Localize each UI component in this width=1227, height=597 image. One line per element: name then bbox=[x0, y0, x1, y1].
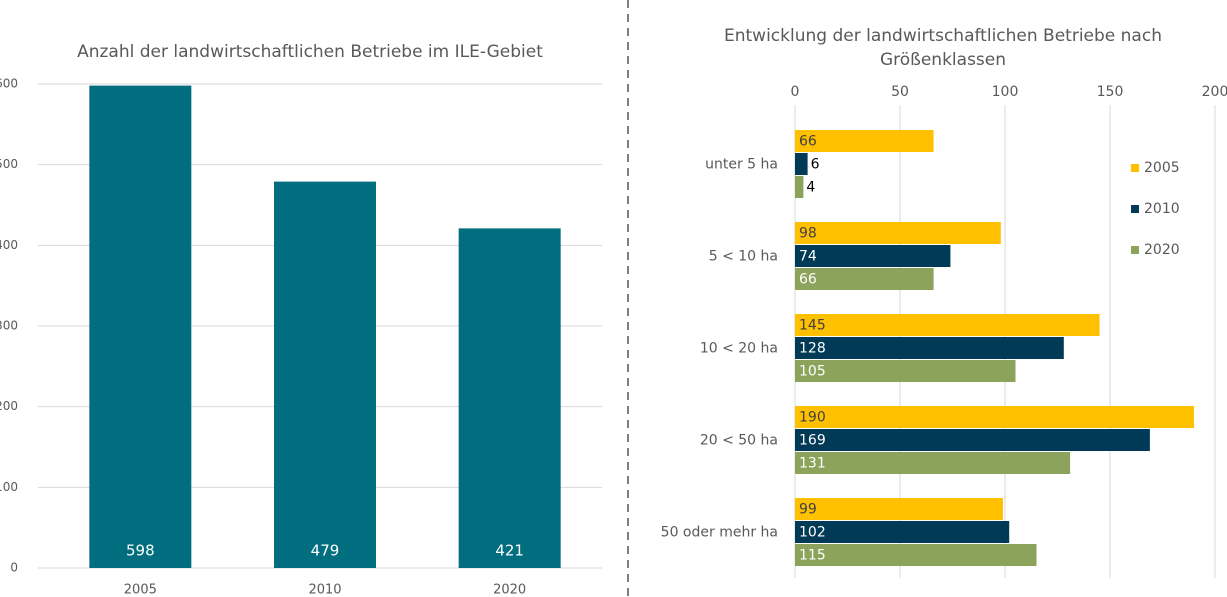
bar bbox=[795, 176, 804, 198]
data-label: 105 bbox=[799, 364, 826, 380]
data-label: 74 bbox=[799, 249, 817, 265]
x-tick-label: 2005 bbox=[124, 583, 157, 597]
y-tick-label: 50 oder mehr ha bbox=[661, 525, 778, 541]
legend-swatch bbox=[1131, 205, 1139, 213]
data-label: 128 bbox=[799, 341, 826, 357]
data-label: 102 bbox=[799, 525, 826, 541]
bar bbox=[795, 452, 1071, 474]
x-tick-label: 2020 bbox=[493, 583, 526, 597]
bar bbox=[795, 429, 1150, 451]
x-tick-label: 2010 bbox=[308, 583, 341, 597]
y-tick-label: 10 < 20 ha bbox=[700, 341, 778, 357]
data-label: 598 bbox=[126, 542, 155, 560]
legend-label: 2020 bbox=[1144, 242, 1180, 258]
y-tick-label: 20 < 50 ha bbox=[700, 433, 778, 449]
y-tick-label: 200 bbox=[0, 399, 18, 413]
bar bbox=[274, 181, 376, 568]
x-tick-label: 150 bbox=[1097, 84, 1124, 100]
bar bbox=[89, 85, 192, 568]
chart-title: Entwicklung der landwirtschaftlichen Bet… bbox=[724, 26, 1162, 46]
chart-title: Größenklassen bbox=[880, 50, 1006, 70]
data-label: 479 bbox=[311, 542, 340, 560]
bar bbox=[795, 360, 1016, 382]
y-tick-label: unter 5 ha bbox=[705, 157, 778, 173]
y-tick-label: 5 < 10 ha bbox=[709, 249, 778, 265]
data-label: 99 bbox=[799, 502, 817, 518]
x-tick-label: 100 bbox=[992, 84, 1019, 100]
bar bbox=[795, 153, 808, 175]
bar bbox=[795, 498, 1003, 520]
bar bbox=[795, 245, 951, 267]
y-tick-label: 600 bbox=[0, 77, 18, 91]
bar bbox=[795, 222, 1001, 244]
y-tick-label: 500 bbox=[0, 157, 18, 171]
data-label: 190 bbox=[799, 410, 826, 426]
bar bbox=[795, 521, 1010, 543]
x-tick-label: 200 bbox=[1202, 84, 1227, 100]
bar bbox=[795, 337, 1064, 359]
legend-swatch bbox=[1131, 164, 1139, 172]
bar bbox=[795, 130, 934, 152]
y-tick-label: 400 bbox=[0, 238, 18, 252]
bar bbox=[795, 544, 1037, 566]
data-label: 131 bbox=[799, 456, 826, 472]
data-label: 98 bbox=[799, 226, 817, 242]
data-label: 115 bbox=[799, 548, 826, 564]
legend-label: 2010 bbox=[1144, 201, 1180, 217]
data-label: 66 bbox=[799, 272, 817, 288]
legend-label: 2005 bbox=[1144, 160, 1180, 176]
data-label: 66 bbox=[799, 134, 817, 150]
data-label: 169 bbox=[799, 433, 826, 449]
y-tick-label: 100 bbox=[0, 480, 18, 494]
data-label: 145 bbox=[799, 318, 826, 334]
data-label: 6 bbox=[811, 157, 820, 173]
bar bbox=[795, 314, 1100, 336]
bar bbox=[458, 228, 561, 569]
y-tick-label: 0 bbox=[10, 561, 18, 575]
y-tick-label: 300 bbox=[0, 319, 18, 333]
x-tick-label: 0 bbox=[791, 84, 800, 100]
chart-title: Anzahl der landwirtschaftlichen Betriebe… bbox=[77, 42, 543, 62]
legend-swatch bbox=[1131, 246, 1139, 254]
bar bbox=[795, 268, 934, 290]
x-tick-label: 50 bbox=[891, 84, 909, 100]
bar bbox=[795, 406, 1194, 428]
data-label: 4 bbox=[806, 180, 815, 196]
data-label: 421 bbox=[495, 542, 524, 560]
